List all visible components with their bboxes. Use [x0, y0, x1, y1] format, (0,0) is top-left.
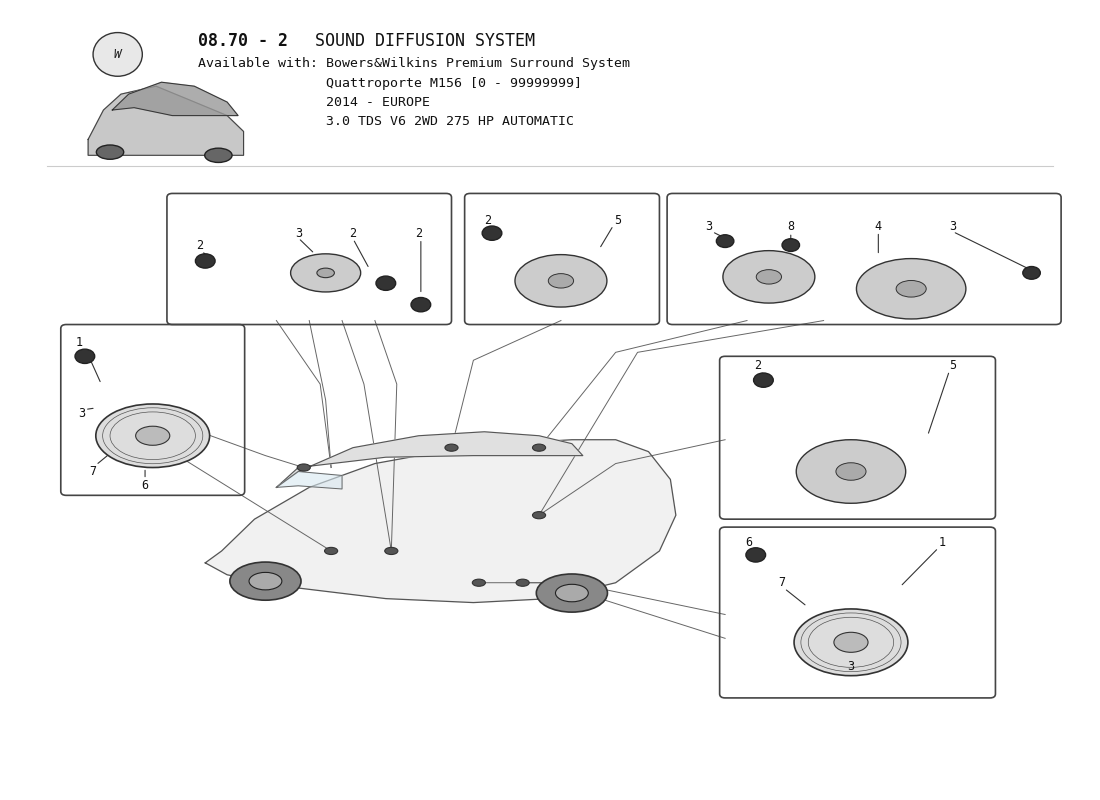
Ellipse shape	[556, 584, 588, 602]
Ellipse shape	[444, 444, 458, 451]
Ellipse shape	[205, 148, 232, 162]
Text: 2: 2	[755, 359, 761, 372]
Text: 5: 5	[949, 359, 956, 372]
Text: 3: 3	[847, 660, 855, 673]
Text: 2: 2	[350, 226, 356, 240]
Text: 2: 2	[484, 214, 492, 227]
Ellipse shape	[896, 281, 926, 297]
Text: 5: 5	[614, 214, 622, 227]
Ellipse shape	[97, 145, 123, 159]
Ellipse shape	[230, 562, 301, 600]
Ellipse shape	[515, 254, 607, 307]
Ellipse shape	[94, 33, 142, 76]
Text: 3: 3	[705, 220, 713, 234]
Ellipse shape	[196, 254, 216, 268]
Ellipse shape	[317, 268, 334, 278]
Ellipse shape	[716, 234, 734, 247]
Ellipse shape	[836, 462, 866, 480]
Text: 7: 7	[779, 576, 785, 590]
Ellipse shape	[297, 464, 310, 471]
Ellipse shape	[385, 547, 398, 554]
Text: 2: 2	[415, 226, 422, 240]
Text: 3.0 TDS V6 2WD 275 HP AUTOMATIC: 3.0 TDS V6 2WD 275 HP AUTOMATIC	[326, 115, 573, 129]
Text: 1: 1	[76, 335, 82, 349]
Text: 2: 2	[196, 238, 204, 251]
Text: Available with: Bowers&Wilkins Premium Surround System: Available with: Bowers&Wilkins Premium S…	[198, 57, 629, 70]
Ellipse shape	[324, 547, 338, 554]
Ellipse shape	[796, 440, 905, 503]
Text: 3: 3	[295, 226, 301, 240]
Text: 08.70 - 2: 08.70 - 2	[198, 32, 287, 50]
Text: 4: 4	[874, 220, 882, 234]
Ellipse shape	[782, 238, 800, 251]
Ellipse shape	[537, 574, 607, 612]
Ellipse shape	[290, 254, 361, 292]
Text: 3: 3	[949, 220, 956, 234]
Ellipse shape	[249, 572, 282, 590]
Text: SOUND DIFFUSION SYSTEM: SOUND DIFFUSION SYSTEM	[305, 32, 535, 50]
Ellipse shape	[857, 258, 966, 319]
Ellipse shape	[135, 426, 169, 446]
Ellipse shape	[756, 270, 781, 284]
Ellipse shape	[75, 349, 95, 363]
Polygon shape	[112, 82, 238, 115]
Ellipse shape	[411, 298, 431, 312]
Ellipse shape	[754, 373, 773, 387]
Text: 2014 - EUROPE: 2014 - EUROPE	[326, 96, 430, 110]
Text: 6: 6	[142, 478, 148, 491]
Ellipse shape	[794, 609, 907, 676]
Text: 6: 6	[746, 537, 752, 550]
Ellipse shape	[532, 512, 546, 518]
Text: Quattroporte M156 [0 - 99999999]: Quattroporte M156 [0 - 99999999]	[326, 78, 582, 90]
Ellipse shape	[834, 632, 868, 652]
Text: 3: 3	[78, 407, 85, 420]
Polygon shape	[276, 432, 583, 487]
Polygon shape	[206, 440, 675, 602]
Ellipse shape	[548, 274, 573, 288]
Polygon shape	[88, 86, 243, 155]
Ellipse shape	[516, 579, 529, 586]
Text: 7: 7	[89, 465, 96, 478]
Ellipse shape	[472, 579, 485, 586]
Ellipse shape	[723, 250, 815, 303]
Text: W: W	[114, 48, 121, 61]
Ellipse shape	[1023, 266, 1041, 279]
Text: 8: 8	[788, 220, 794, 234]
Ellipse shape	[746, 548, 766, 562]
Polygon shape	[276, 471, 342, 489]
Ellipse shape	[532, 444, 546, 451]
Ellipse shape	[376, 276, 396, 290]
Text: 1: 1	[938, 537, 945, 550]
Ellipse shape	[482, 226, 502, 240]
Ellipse shape	[96, 404, 210, 467]
